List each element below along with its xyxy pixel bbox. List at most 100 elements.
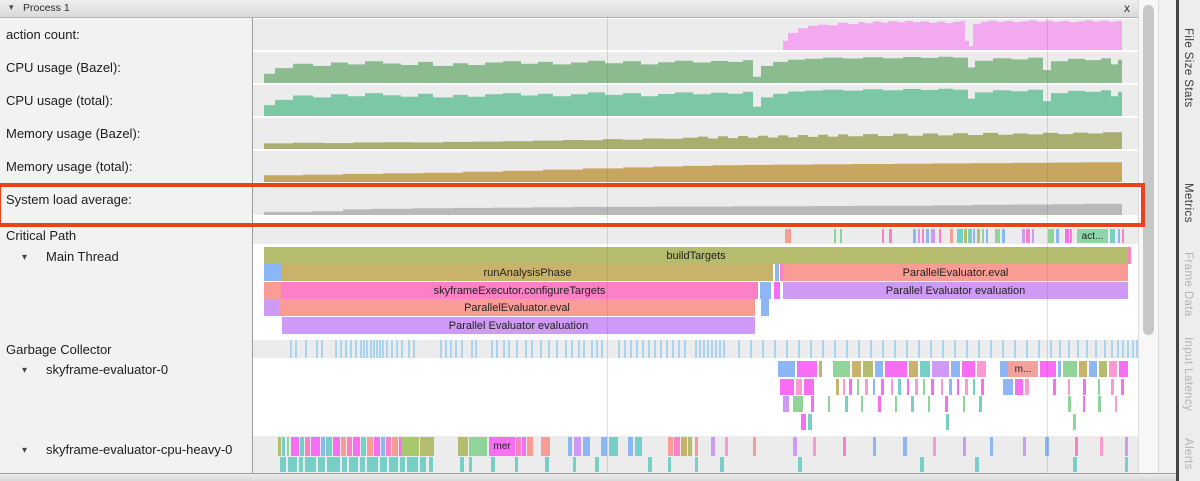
collapse-triangle-icon[interactable]: ▾ <box>22 445 28 456</box>
trace-slice[interactable] <box>1048 229 1054 243</box>
trace-slice[interactable] <box>973 229 975 243</box>
collapse-triangle-icon[interactable]: ▾ <box>22 252 28 263</box>
gc-event-tick[interactable] <box>1111 340 1113 358</box>
trace-slice[interactable] <box>882 229 884 243</box>
gc-event-tick[interactable] <box>684 340 686 358</box>
gc-event-tick[interactable] <box>695 340 697 358</box>
trace-slice[interactable] <box>595 457 599 472</box>
gc-event-tick[interactable] <box>966 340 968 358</box>
trace-slice[interactable] <box>878 396 881 412</box>
trace-slice[interactable] <box>920 361 930 377</box>
trace-slice[interactable] <box>951 361 960 377</box>
trace-slice[interactable] <box>836 379 839 395</box>
gc-event-tick[interactable] <box>798 340 800 358</box>
gc-event-tick[interactable] <box>540 340 542 358</box>
trace-slice[interactable] <box>695 437 698 456</box>
gc-event-tick[interactable] <box>548 340 550 358</box>
trace-slice[interactable] <box>909 361 918 377</box>
gc-event-tick[interactable] <box>942 340 944 358</box>
gc-event-tick[interactable] <box>503 340 505 358</box>
trace-slice[interactable] <box>933 437 936 456</box>
gc-event-tick[interactable] <box>660 340 662 358</box>
gc-event-tick[interactable] <box>762 340 764 358</box>
gc-event-tick[interactable] <box>774 340 776 358</box>
trace-slice[interactable] <box>491 457 495 472</box>
trace-slice[interactable] <box>881 379 884 395</box>
trace-slice[interactable] <box>1083 396 1085 412</box>
trace-slice[interactable] <box>780 264 783 281</box>
trace-slice[interactable] <box>1115 396 1117 412</box>
gc-event-tick[interactable] <box>882 340 884 358</box>
gc-event-tick[interactable] <box>376 340 378 358</box>
trace-slice[interactable] <box>843 379 845 395</box>
trace-slice[interactable] <box>939 229 941 243</box>
trace-slice[interactable] <box>873 379 875 395</box>
gc-event-tick[interactable] <box>382 340 384 358</box>
gc-event-tick[interactable] <box>846 340 848 358</box>
trace-slice[interactable] <box>1073 457 1077 472</box>
gc-event-tick[interactable] <box>707 340 709 358</box>
trace-slice[interactable] <box>288 457 297 472</box>
gc-event-tick[interactable] <box>531 340 533 358</box>
trace-slice[interactable] <box>964 229 967 243</box>
trace-slice[interactable] <box>361 437 366 456</box>
gc-event-tick[interactable] <box>401 340 403 358</box>
trace-slice[interactable] <box>628 437 633 456</box>
gc-event-tick[interactable] <box>350 340 352 358</box>
trace-slice[interactable] <box>353 437 360 456</box>
trace-slice[interactable] <box>720 457 724 472</box>
gc-event-tick[interactable] <box>370 340 372 358</box>
gc-event-tick[interactable] <box>571 340 573 358</box>
trace-slice[interactable] <box>349 457 358 472</box>
trace-slice[interactable] <box>891 379 893 395</box>
trace-slice[interactable] <box>1002 229 1005 243</box>
gc-event-tick[interactable] <box>475 340 477 358</box>
trace-slice[interactable] <box>931 229 935 243</box>
trace-slice[interactable] <box>849 379 852 395</box>
trace-slice[interactable] <box>583 437 590 456</box>
gc-event-tick[interactable] <box>1068 340 1070 358</box>
gc-event-tick[interactable] <box>591 340 593 358</box>
trace-slice[interactable] <box>778 361 795 377</box>
trace-slice[interactable] <box>1056 229 1059 243</box>
tab-input-latency[interactable]: Input Latency <box>1182 337 1194 412</box>
trace-slice[interactable] <box>875 361 883 377</box>
trace-slice[interactable] <box>975 457 979 472</box>
gc-event-tick[interactable] <box>508 340 510 358</box>
trace-slice[interactable] <box>920 457 924 472</box>
gc-event-tick[interactable] <box>1014 340 1016 358</box>
gc-event-tick[interactable] <box>583 340 585 358</box>
gc-event-tick[interactable] <box>666 340 668 358</box>
trace-slice[interactable] <box>264 264 282 281</box>
trace-slice[interactable] <box>982 229 984 243</box>
trace-slice[interactable] <box>931 379 934 395</box>
tab-alerts[interactable]: Alerts <box>1182 438 1194 470</box>
gc-event-tick[interactable] <box>391 340 393 358</box>
trace-slice[interactable] <box>407 457 418 472</box>
gc-event-tick[interactable] <box>355 340 357 358</box>
gc-event-tick[interactable] <box>305 340 307 358</box>
trace-slice[interactable] <box>911 396 914 412</box>
trace-slice[interactable] <box>981 379 984 395</box>
tab-file-size-stats[interactable]: File Size Stats <box>1182 28 1194 108</box>
trace-slice[interactable] <box>797 361 817 377</box>
trace-slice[interactable] <box>374 437 380 456</box>
trace-slice[interactable]: ParallelEvaluator.eval <box>279 299 755 316</box>
trace-slice[interactable] <box>995 229 1000 243</box>
trace-slice[interactable] <box>573 457 576 472</box>
trace-slice[interactable] <box>785 229 791 243</box>
trace-slice[interactable] <box>1121 379 1124 395</box>
trace-slice[interactable] <box>1119 361 1128 377</box>
trace-slice[interactable] <box>1063 361 1077 377</box>
trace-slice[interactable] <box>386 437 391 456</box>
gc-event-tick[interactable] <box>834 340 836 358</box>
trace-slice[interactable] <box>516 437 521 456</box>
counter-chart-mem-bazel[interactable] <box>253 118 1138 149</box>
trace-slice[interactable] <box>1068 379 1070 395</box>
gc-event-tick[interactable] <box>471 340 473 358</box>
gc-event-tick[interactable] <box>630 340 632 358</box>
gc-event-tick[interactable] <box>373 340 375 358</box>
trace-slice[interactable] <box>913 229 916 243</box>
gc-event-tick[interactable] <box>578 340 580 358</box>
gc-event-tick[interactable] <box>1002 340 1004 358</box>
